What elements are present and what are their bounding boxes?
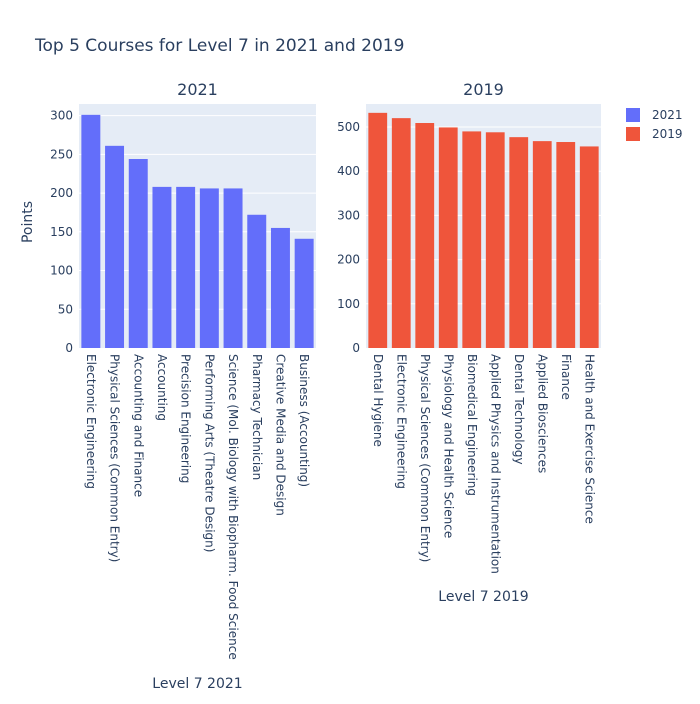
legend[interactable]: 2021 2019 (626, 108, 683, 141)
x-tick-label: Finance (559, 354, 573, 400)
bar[interactable] (485, 132, 505, 348)
bar[interactable] (128, 158, 148, 348)
bar[interactable] (462, 131, 482, 348)
x-tick-label: Physical Sciences (Common Entry) (418, 354, 432, 562)
y-tick-label: 300 (50, 109, 73, 123)
y-tick-label: 50 (58, 302, 73, 316)
subplot-2021: 0 50 100 150 200 250 300 Electronic Engineering… (50, 80, 316, 692)
y-tick-label: 400 (337, 164, 360, 178)
bar[interactable] (105, 145, 125, 348)
y-tick-label: 250 (50, 147, 73, 161)
y-tick-label: 500 (337, 120, 360, 134)
bar[interactable] (81, 114, 101, 348)
bar[interactable] (368, 112, 388, 348)
y-tick-label: 100 (50, 264, 73, 278)
legend-swatch (626, 108, 640, 122)
bar[interactable] (438, 127, 458, 348)
x-tick-label: Applied Physics and Instrumentation (488, 354, 502, 574)
x-tick-label: Accounting and Finance (131, 354, 145, 497)
x-tick-label: Physiology and Health Science (441, 354, 455, 538)
y-tick-label: 300 (337, 208, 360, 222)
chart-title: Top 5 Courses for Level 7 in 2021 and 20… (34, 36, 404, 56)
legend-item-2021[interactable]: 2021 (626, 108, 683, 122)
y-tick-label: 100 (337, 297, 360, 311)
subplot-title: 2021 (177, 80, 218, 99)
x-tick-label: Biomedical Engineering (465, 354, 479, 496)
legend-item-2019[interactable]: 2019 (626, 127, 683, 141)
bar[interactable] (176, 186, 196, 348)
x-tick-label: Science (Mol. Biology with Biopharm. Foo… (226, 354, 240, 660)
subplots: 0 50 100 150 200 250 300 Electronic Engineering… (50, 80, 601, 692)
bar[interactable] (532, 141, 552, 348)
x-tick-label: Business (Accounting) (297, 354, 311, 487)
bar[interactable] (509, 137, 529, 348)
bar[interactable] (556, 142, 576, 348)
bar[interactable] (391, 118, 411, 348)
x-tick-label: Electronic Engineering (84, 354, 98, 489)
x-tick-label: Dental Hygiene (371, 354, 385, 447)
x-tick-label: Performing Arts (Theatre Design) (202, 354, 216, 552)
bar[interactable] (152, 186, 172, 348)
x-tick-label: Applied Biosciences (535, 354, 549, 473)
subplot-title: 2019 (463, 80, 504, 99)
x-tick-label: Electronic Engineering (394, 354, 408, 489)
y-tick-label: 0 (352, 341, 360, 355)
bar[interactable] (247, 214, 267, 348)
legend-label: 2021 (652, 108, 683, 122)
y-tick-label: 150 (50, 225, 73, 239)
y-tick-label: 0 (65, 341, 73, 355)
x-tick-label: Precision Engineering (179, 354, 193, 483)
x-tick-label: Health and Exercise Science (582, 354, 596, 524)
x-axis-title: Level 7 2021 (152, 676, 242, 692)
bar[interactable] (223, 188, 243, 348)
subplot-2019: 0 100 200 300 400 500 Dental Hygiene Electronic… (337, 80, 601, 605)
y-tick-label: 200 (337, 253, 360, 267)
x-tick-label: Accounting (155, 354, 169, 421)
legend-label: 2019 (652, 127, 683, 141)
y-tick-label: 200 (50, 186, 73, 200)
x-tick-label: Dental Technology (512, 354, 526, 465)
x-axis-title: Level 7 2019 (438, 589, 528, 605)
bar[interactable] (415, 123, 435, 348)
x-tick-label: Physical Sciences (Common Entry) (108, 354, 122, 562)
legend-swatch (626, 127, 640, 141)
x-tick-label: Pharmacy Technician (250, 354, 264, 480)
bar[interactable] (199, 188, 219, 348)
bar[interactable] (579, 146, 599, 348)
bar[interactable] (270, 227, 290, 348)
bar[interactable] (294, 238, 314, 348)
x-tick-label: Creative Media and Design (273, 354, 287, 516)
y-axis-title: Points (20, 201, 36, 243)
